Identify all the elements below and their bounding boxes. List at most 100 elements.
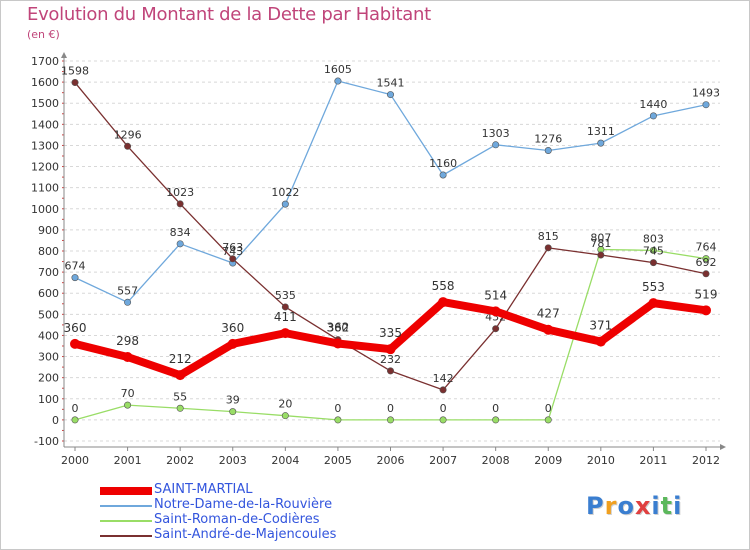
data-point [492, 416, 500, 424]
data-label: 1598 [61, 65, 89, 78]
data-point [439, 416, 447, 424]
data-label: 1160 [429, 157, 457, 170]
data-point [649, 246, 657, 254]
legend-item: SAINT-MARTIAL [100, 482, 500, 499]
data-label: 1023 [166, 186, 194, 199]
data-label: 1303 [482, 127, 510, 140]
data-point [544, 244, 552, 252]
data-point [438, 297, 449, 308]
logo-letter: r [604, 492, 618, 520]
x-tick-label: 2007 [429, 454, 457, 467]
data-label: 745 [643, 245, 664, 258]
data-label: 212 [169, 352, 192, 366]
proxiti-logo: Proxiti [586, 492, 682, 520]
data-point [702, 101, 710, 109]
data-point [595, 336, 606, 347]
data-label: 55 [173, 390, 187, 403]
data-label: 0 [334, 402, 341, 415]
data-label: 411 [274, 310, 297, 324]
y-tick-label: 1300 [31, 139, 59, 152]
data-point [229, 408, 237, 416]
data-label: 815 [538, 230, 559, 243]
data-label: 1605 [324, 63, 352, 76]
data-point [544, 416, 552, 424]
legend-label: SAINT-MARTIAL [154, 482, 253, 497]
x-tick-label: 2004 [271, 454, 299, 467]
data-label: 380 [327, 322, 348, 335]
legend-item: Notre-Dame-de-la-Rouvière [100, 497, 500, 514]
x-tick-label: 2010 [587, 454, 615, 467]
chart-title: Evolution du Montant de la Dette par Hab… [27, 4, 431, 25]
data-point [544, 147, 552, 155]
data-point [175, 370, 186, 381]
data-label: 232 [380, 353, 401, 366]
legend-item: Saint-Roman-de-Codières [100, 512, 500, 529]
y-tick-label: 200 [38, 372, 59, 385]
y-tick-label: 1100 [31, 182, 59, 195]
y-tick-label: 500 [38, 308, 59, 321]
data-point [124, 142, 132, 150]
data-point [124, 298, 132, 306]
data-label: 514 [484, 288, 507, 302]
data-point [71, 79, 79, 87]
data-point [70, 338, 80, 349]
legend-swatch [100, 535, 152, 537]
data-point [386, 416, 394, 424]
data-label: 0 [72, 402, 79, 415]
y-tick-label: 300 [38, 351, 59, 364]
data-point [702, 270, 710, 278]
data-point [334, 416, 342, 424]
data-label: 1541 [377, 77, 405, 90]
y-tick-label: 600 [38, 287, 59, 300]
data-point [597, 251, 605, 259]
y-tick-label: 1200 [31, 161, 59, 174]
data-label: 0 [492, 402, 499, 415]
data-point [280, 328, 291, 339]
data-label: 39 [226, 394, 240, 407]
legend-swatch [100, 487, 152, 495]
data-point [648, 298, 659, 309]
x-tick-label: 2009 [534, 454, 562, 467]
data-point [386, 91, 394, 99]
data-point [281, 303, 289, 311]
data-point [176, 200, 184, 208]
data-label: 360 [221, 321, 244, 335]
data-label: 1276 [534, 133, 562, 146]
data-label: 558 [432, 279, 455, 293]
data-label: 519 [695, 287, 718, 301]
x-tick-label: 2001 [114, 454, 142, 467]
data-point [649, 259, 657, 267]
data-label: 807 [590, 232, 611, 245]
data-label: 427 [537, 307, 560, 321]
chart-legend: SAINT-MARTIAL Notre-Dame-de-la-Rouvière Sa… [100, 482, 500, 544]
logo-letter: o [617, 492, 635, 520]
x-tick-label: 2002 [166, 454, 194, 467]
data-point [439, 386, 447, 394]
y-tick-label: 1500 [31, 97, 59, 110]
data-label: 298 [116, 334, 139, 348]
data-label: 371 [589, 319, 612, 333]
data-label: 70 [121, 387, 135, 400]
data-point [176, 240, 184, 248]
data-point [702, 255, 710, 263]
legend-swatch [100, 505, 152, 507]
data-point [124, 401, 132, 409]
data-label: 0 [387, 402, 394, 415]
legend-label: Saint-André-de-Majencoules [154, 527, 337, 542]
data-point [334, 77, 342, 85]
x-tick-label: 2000 [61, 454, 89, 467]
data-point [71, 274, 79, 282]
data-label: 781 [590, 237, 611, 250]
logo-letter: i [673, 492, 683, 520]
data-label: 0 [545, 402, 552, 415]
data-point [649, 112, 657, 120]
y-tick-label: 100 [38, 393, 59, 406]
y-tick-label: 1400 [31, 118, 59, 131]
x-tick-label: 2006 [377, 454, 405, 467]
data-point [386, 367, 394, 375]
data-label: 142 [433, 372, 454, 385]
data-point [492, 141, 500, 149]
legend-label: Saint-Roman-de-Codières [154, 512, 320, 527]
legend-swatch [100, 520, 152, 522]
data-label: 535 [275, 289, 296, 302]
